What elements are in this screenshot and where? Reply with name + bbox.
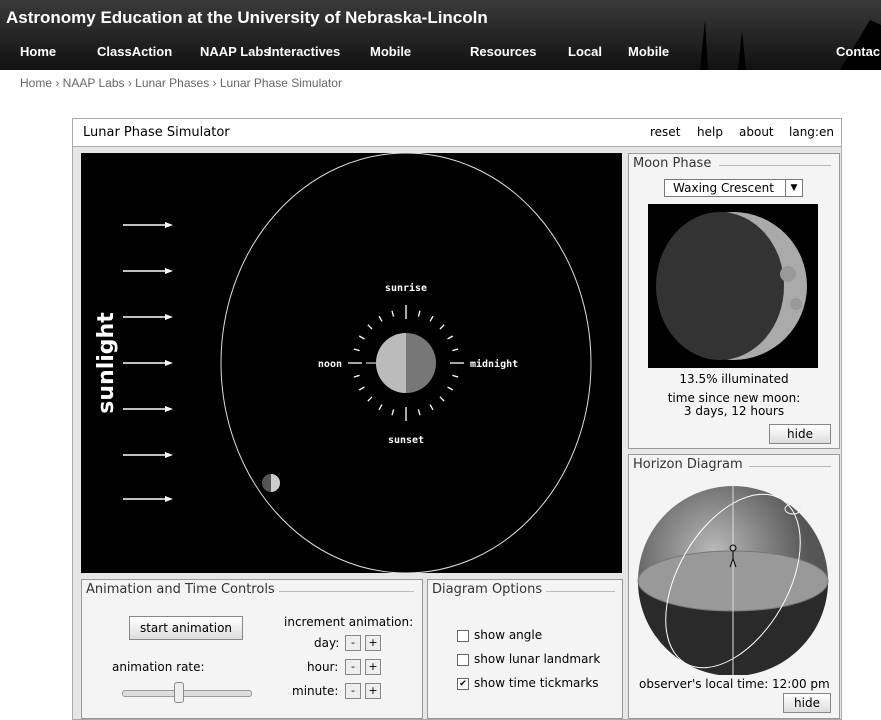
panel-title: Animation and Time Controls	[86, 582, 279, 597]
time-tick	[452, 348, 459, 352]
app-title: Lunar Phase Simulator	[83, 125, 230, 140]
time-tick	[367, 324, 373, 330]
option-label[interactable]: show lunar landmark	[474, 652, 601, 666]
minus-button[interactable]: -	[345, 683, 361, 699]
increment-unit: hour:	[307, 660, 339, 674]
horizon-panel: Horizon Diagram observer's local time: 1…	[628, 454, 840, 719]
arrow-head	[165, 222, 173, 228]
time-tick	[358, 335, 365, 340]
time-label: time since new moon:	[667, 391, 801, 405]
local-time-label: observer's local time:	[639, 677, 769, 691]
time-value: 3 days, 12 hours	[683, 404, 785, 418]
plus-button[interactable]: +	[365, 659, 381, 675]
time-tick	[452, 374, 459, 378]
options-panel: Diagram Options show angle show lunar lan…	[427, 579, 623, 719]
checkbox[interactable]: ✔	[457, 678, 469, 690]
plus-button[interactable]: +	[365, 635, 381, 651]
animation-panel: Animation and Time Controls start animat…	[81, 579, 423, 719]
phase-name: Waxing Crescent	[673, 181, 774, 195]
arrow-head	[165, 406, 173, 412]
minus-button[interactable]: -	[345, 659, 361, 675]
sunlight-label: sunlight	[94, 312, 119, 414]
time-tick	[417, 310, 421, 317]
checkbox[interactable]	[457, 630, 469, 642]
panel-title: Moon Phase	[633, 156, 716, 171]
time-tick	[378, 315, 383, 322]
nav-item[interactable]: NAAP Labs	[200, 44, 271, 59]
site-title[interactable]: Astronomy Education at the University of…	[6, 8, 488, 27]
rate-label: animation rate:	[112, 660, 205, 674]
menu-item[interactable]: help	[697, 125, 723, 139]
time-tick	[378, 404, 383, 411]
nav-item[interactable]: Mobile	[370, 44, 412, 59]
moon-phase-panel: Moon Phase Waxing Crescent ▼ 13.5% illumi…	[628, 153, 840, 449]
time-tick	[447, 335, 454, 340]
breadcrumb[interactable]: Home › NAAP Labs › Lunar Phases › Lunar …	[20, 76, 342, 90]
start-button[interactable]: start animation	[129, 616, 243, 640]
nav: Home ClassAction NAAP Labs Interactives Mobi…	[0, 44, 881, 64]
nav-item[interactable]: ClassAction	[97, 44, 173, 59]
time-tick	[417, 409, 421, 416]
header: Astronomy Education at the University of…	[0, 0, 881, 70]
time-tick	[439, 324, 445, 330]
plus-button[interactable]: +	[365, 683, 381, 699]
increment-label: increment animation:	[284, 615, 414, 629]
time-label: midnight	[470, 358, 518, 370]
time-tick	[353, 374, 360, 378]
illuminated: 13.5% illuminated	[679, 372, 789, 386]
earth-day-side	[376, 333, 406, 393]
nav-item[interactable]: Contac	[836, 44, 881, 59]
time-tick	[429, 315, 434, 322]
menu-item[interactable]: lang:en	[789, 125, 834, 139]
time-tick	[429, 404, 434, 411]
arrow-head	[165, 496, 173, 502]
time-label: noon	[318, 359, 342, 370]
nav-item[interactable]: Local	[568, 44, 602, 59]
nav-item[interactable]: Resources	[470, 44, 537, 59]
increment-unit: minute:	[292, 684, 339, 698]
simulator-view[interactable]: sunlight sunrise sunset noon midnight	[81, 153, 622, 573]
time-tick	[447, 386, 454, 391]
menu-item[interactable]: reset	[650, 125, 681, 139]
arrow-head	[165, 314, 173, 320]
moon-lit	[271, 474, 280, 492]
title-bar: Lunar Phase Simulator reset help about lang…	[73, 119, 841, 147]
time-label: sunset	[388, 435, 424, 446]
moon-orbit	[220, 153, 592, 573]
time-tick	[439, 396, 445, 402]
checkbox[interactable]	[457, 654, 469, 666]
arrow-head	[165, 360, 173, 366]
phase-select[interactable]: Waxing Crescent ▼	[664, 179, 803, 197]
time-tick	[391, 409, 395, 416]
menu-item[interactable]: about	[739, 125, 774, 139]
time-tick	[391, 310, 395, 317]
header-silhouette	[700, 20, 881, 70]
minus-button[interactable]: -	[345, 635, 361, 651]
time-tick	[353, 348, 360, 352]
option-label[interactable]: show angle	[474, 628, 543, 642]
slider-thumb[interactable]	[174, 682, 184, 703]
moon-image	[648, 204, 818, 368]
option-label[interactable]: show time tickmarks	[474, 676, 599, 690]
panel-title: Diagram Options	[432, 582, 547, 597]
arrow-head	[165, 268, 173, 274]
nav-item[interactable]: Mobile	[628, 44, 670, 59]
time-label: sunrise	[385, 282, 427, 294]
rate-slider[interactable]	[122, 690, 252, 697]
time-tick	[367, 396, 373, 402]
hide-button[interactable]: hide	[783, 693, 831, 713]
local-time-value: 12:00 pm	[772, 677, 830, 691]
horizon-diagram	[637, 486, 829, 675]
nav-item[interactable]: Interactives	[268, 44, 341, 59]
app: Lunar Phase Simulator reset help about lang…	[72, 118, 842, 720]
arrow-head	[165, 452, 173, 458]
increment-unit: day:	[314, 636, 340, 650]
panel-title: Horizon Diagram	[633, 457, 747, 472]
hide-button[interactable]: hide	[769, 424, 831, 444]
time-tick	[358, 386, 365, 391]
nav-item[interactable]: Home	[20, 44, 57, 59]
